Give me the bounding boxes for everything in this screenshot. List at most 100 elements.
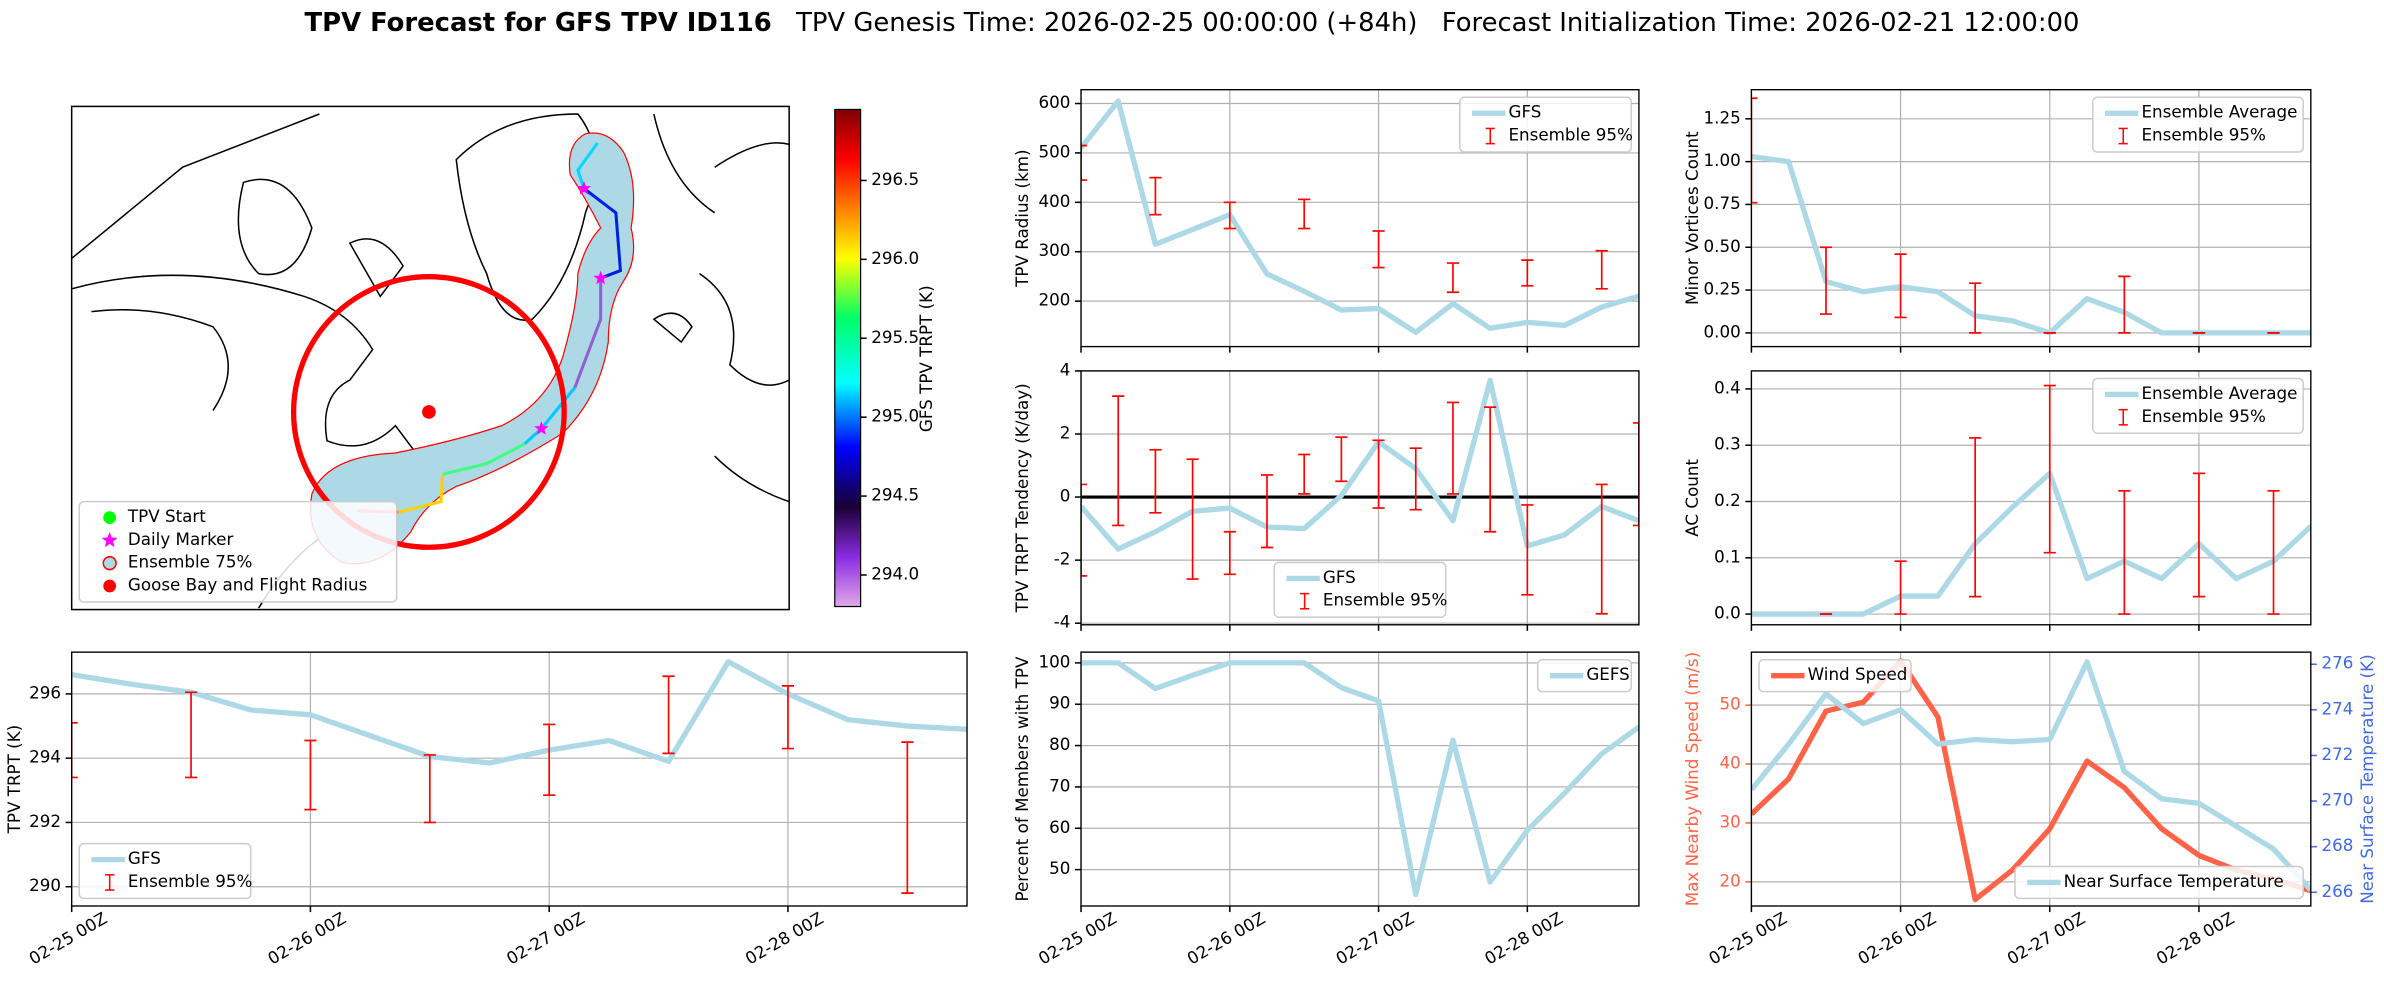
- series-line: [1081, 660, 1639, 898]
- y-tick-label: 20: [1719, 870, 1740, 890]
- legend-box: [2092, 377, 2304, 434]
- y-axis-label: TPV TRPT Tendency (K/day): [1012, 383, 1032, 613]
- error-bar: [1595, 483, 1608, 615]
- legend-label: GEFS: [1586, 664, 1629, 684]
- y2-axis-label: Near Surface Temperature (K): [2357, 654, 2377, 903]
- axes-frame: [1750, 89, 2312, 348]
- legend-label: GFS: [1323, 567, 1356, 587]
- y-axis-label: AC Count: [1682, 459, 1702, 537]
- error-bar: [1260, 474, 1274, 549]
- y-tick-label: 50: [1719, 694, 1740, 714]
- legend-label: Daily Marker: [128, 529, 234, 549]
- colorbar-tick-label: 294.5: [871, 485, 919, 505]
- y-tick-label: 2: [1060, 422, 1071, 442]
- colorbar-tick-label: 295.5: [871, 327, 919, 347]
- error-bar: [1521, 504, 1534, 596]
- y-tick-label: 300: [1038, 240, 1070, 260]
- error-bar: [1223, 530, 1236, 576]
- y-tick-label: 40: [1719, 753, 1740, 773]
- error-bar: [1372, 230, 1385, 269]
- y2-tick-label: 266: [2321, 881, 2353, 901]
- legend-box: [1758, 658, 1912, 693]
- error-bar: [1751, 97, 1758, 204]
- error-bar: [1081, 144, 1088, 181]
- x-tick-label: 02-25 00Z: [1705, 908, 1790, 969]
- legend-marker: [101, 532, 118, 548]
- y2-tick-label: 274: [2321, 698, 2353, 718]
- colorbar-tick-label: 295.0: [871, 406, 919, 426]
- colorbar-label: GFS TPV TRPT (K): [916, 285, 936, 432]
- error-bar: [1186, 458, 1199, 580]
- y-tick-label: 90: [1049, 693, 1070, 713]
- plot-area: [1081, 660, 1639, 898]
- legend-label: Goose Bay and Flight Radius: [128, 575, 367, 595]
- error-bar: [1335, 436, 1348, 483]
- title-main: TPV Forecast for GFS TPV ID116: [305, 7, 772, 37]
- series-line: [1081, 377, 1639, 552]
- error-bar: [2192, 472, 2206, 598]
- error-bar: [71, 721, 78, 779]
- legend-label: Ensemble 95%: [1323, 590, 1447, 610]
- series-line: [1081, 98, 1639, 335]
- series-line: [1751, 470, 2311, 617]
- x-tick-label: 02-28 00Z: [2153, 908, 2238, 969]
- error-bar: [1149, 176, 1162, 216]
- plot-area: [1751, 384, 2311, 617]
- y2-tick-label: 270: [2321, 790, 2353, 810]
- error-bar: [1819, 246, 1833, 315]
- error-bar: [662, 675, 675, 755]
- colorbar-tick-label: 294.0: [871, 563, 919, 583]
- x-tick-label: 02-26 00Z: [1184, 908, 1269, 969]
- y-tick-label: -4: [1054, 612, 1071, 632]
- y-tick-label: 0.00: [1704, 321, 1741, 341]
- legend-marker: [103, 579, 117, 593]
- error-bar: [304, 739, 317, 811]
- error-bar: [1969, 437, 1982, 598]
- error-bar: [1446, 401, 1460, 495]
- legend-label: Near Surface Temperature: [2064, 871, 2284, 891]
- y-tick-label: 80: [1049, 734, 1070, 754]
- y-tick-label: 500: [1038, 141, 1070, 161]
- series-line: [1751, 153, 2311, 336]
- x-tick-label: 02-27 00Z: [2003, 908, 2088, 969]
- error-bar: [1894, 560, 1907, 615]
- y-tick-label: 0.0: [1714, 603, 1741, 623]
- error-bar: [543, 723, 556, 796]
- legend-label: Ensemble Average: [2141, 383, 2297, 403]
- y-tick-label: 290: [29, 875, 61, 895]
- y-axis-label: Minor Vortices Count: [1682, 131, 1702, 305]
- error-bar: [1632, 422, 1639, 527]
- legend-label: Ensemble 95%: [2141, 125, 2265, 145]
- y-tick-label: 294: [29, 747, 61, 767]
- axes-frame: [70, 651, 968, 907]
- y-tick-label: 0.4: [1714, 377, 1741, 397]
- error-bar: [2267, 489, 2280, 615]
- legend-marker: [103, 511, 117, 524]
- y-tick-label: 1.25: [1704, 107, 1741, 127]
- y-tick-label: 0.1: [1714, 546, 1741, 566]
- y-tick-label: 0.2: [1714, 490, 1741, 510]
- legend-box: [78, 500, 398, 603]
- error-bar: [2043, 384, 2056, 554]
- error-bar: [1372, 439, 1385, 509]
- axes-frame: [1750, 651, 2312, 907]
- legend-marker: [102, 556, 117, 571]
- error-bar: [1595, 249, 1608, 290]
- plot-area: [71, 659, 968, 894]
- y-tick-label: 0.3: [1714, 434, 1741, 454]
- legend-label: GFS: [1508, 102, 1541, 122]
- error-bar: [1484, 406, 1497, 533]
- y-tick-label: -2: [1054, 549, 1071, 569]
- legend-box: [1536, 658, 1633, 693]
- x-tick-label: 02-27 00Z: [503, 908, 588, 969]
- plot-area: [1081, 98, 1639, 335]
- x-tick-label: 02-26 00Z: [1854, 908, 1939, 969]
- error-bar: [1409, 447, 1422, 511]
- series-line: [71, 659, 968, 766]
- y-tick-label: 50: [1049, 858, 1070, 878]
- y-axis-label: Percent of Members with TPV: [1012, 656, 1032, 902]
- y2-tick-label: 268: [2321, 835, 2353, 855]
- axes-frame: [1750, 370, 2312, 626]
- colorbar: [834, 108, 862, 608]
- daily-marker: [534, 421, 549, 435]
